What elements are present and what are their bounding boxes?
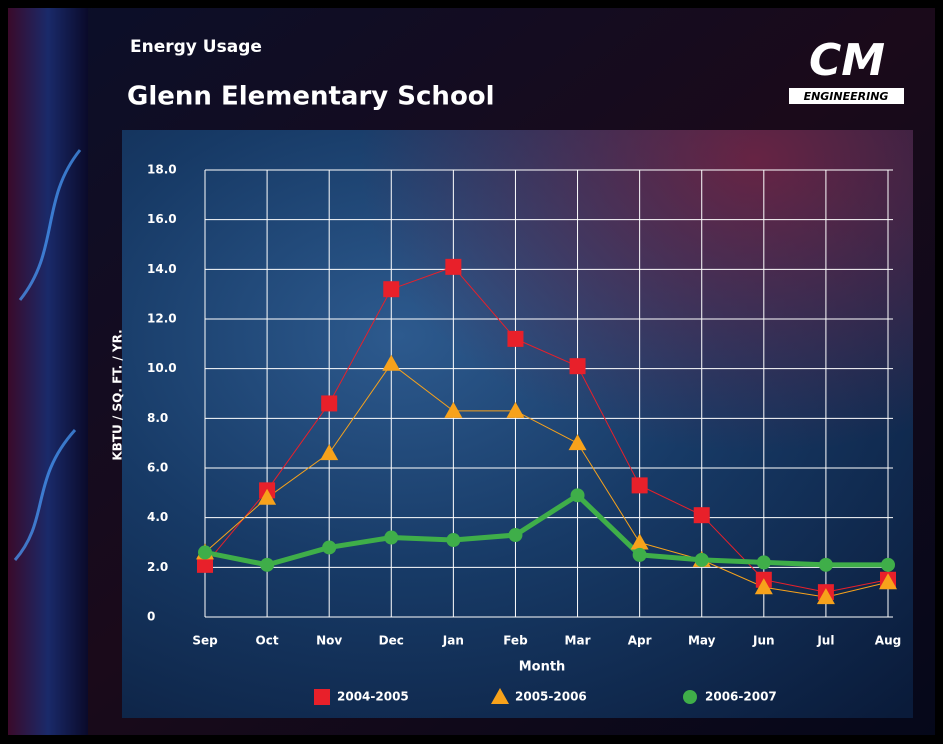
x-tick-label: Aug — [875, 634, 901, 648]
y-tick-label: 2.0 — [147, 560, 168, 574]
data-point — [446, 533, 460, 547]
data-point — [571, 488, 585, 502]
data-point — [508, 528, 522, 542]
data-point — [695, 553, 709, 567]
data-point — [819, 558, 833, 572]
y-tick-label: 10.0 — [147, 361, 177, 375]
data-point — [632, 477, 648, 493]
x-tick-label: Dec — [379, 634, 404, 648]
x-tick-label: Jan — [442, 634, 464, 648]
x-axis-label: Month — [519, 660, 566, 675]
chart-panel-glow — [122, 130, 913, 718]
legend-marker — [314, 689, 330, 705]
y-tick-label: 12.0 — [147, 312, 177, 326]
data-point — [757, 555, 771, 569]
y-tick-label: 18.0 — [147, 163, 177, 177]
x-tick-label: Oct — [256, 634, 279, 648]
data-point — [633, 548, 647, 562]
legend-label: 2005-2006 — [515, 690, 587, 704]
data-point — [570, 358, 586, 374]
legend-marker — [683, 690, 697, 704]
data-point — [322, 540, 336, 554]
y-tick-label: 0 — [147, 610, 155, 624]
data-point — [260, 558, 274, 572]
x-tick-label: Jul — [816, 634, 834, 648]
chart: Energy Usage Glenn Elementary School CM … — [0, 0, 943, 740]
y-tick-label: 4.0 — [147, 510, 168, 524]
chart-title: Glenn Elementary School — [127, 82, 495, 112]
legend-label: 2006-2007 — [705, 690, 777, 704]
y-tick-label: 16.0 — [147, 212, 177, 226]
x-tick-label: May — [688, 634, 716, 648]
x-tick-label: Sep — [192, 634, 218, 648]
data-point — [507, 331, 523, 347]
data-point — [384, 531, 398, 545]
side-strip — [8, 8, 88, 735]
logo-text: ENGINEERING — [804, 90, 889, 103]
y-tick-label: 6.0 — [147, 461, 168, 475]
header: Energy Usage — [130, 37, 262, 57]
data-point — [383, 281, 399, 297]
x-tick-label: Nov — [316, 634, 342, 648]
x-tick-label: Jun — [752, 634, 775, 648]
data-point — [694, 507, 710, 523]
logo-mark: CM — [809, 35, 885, 86]
y-axis-label: KBTU / SQ. FT. / YR. — [111, 329, 125, 460]
data-point — [321, 395, 337, 411]
x-tick-label: Apr — [628, 634, 652, 648]
legend-label: 2004-2005 — [337, 690, 409, 704]
data-point — [881, 558, 895, 572]
y-tick-label: 8.0 — [147, 411, 168, 425]
data-point — [198, 545, 212, 559]
y-tick-label: 14.0 — [147, 262, 177, 276]
data-point — [445, 259, 461, 275]
x-tick-label: Mar — [565, 634, 591, 648]
x-tick-label: Feb — [503, 634, 528, 648]
